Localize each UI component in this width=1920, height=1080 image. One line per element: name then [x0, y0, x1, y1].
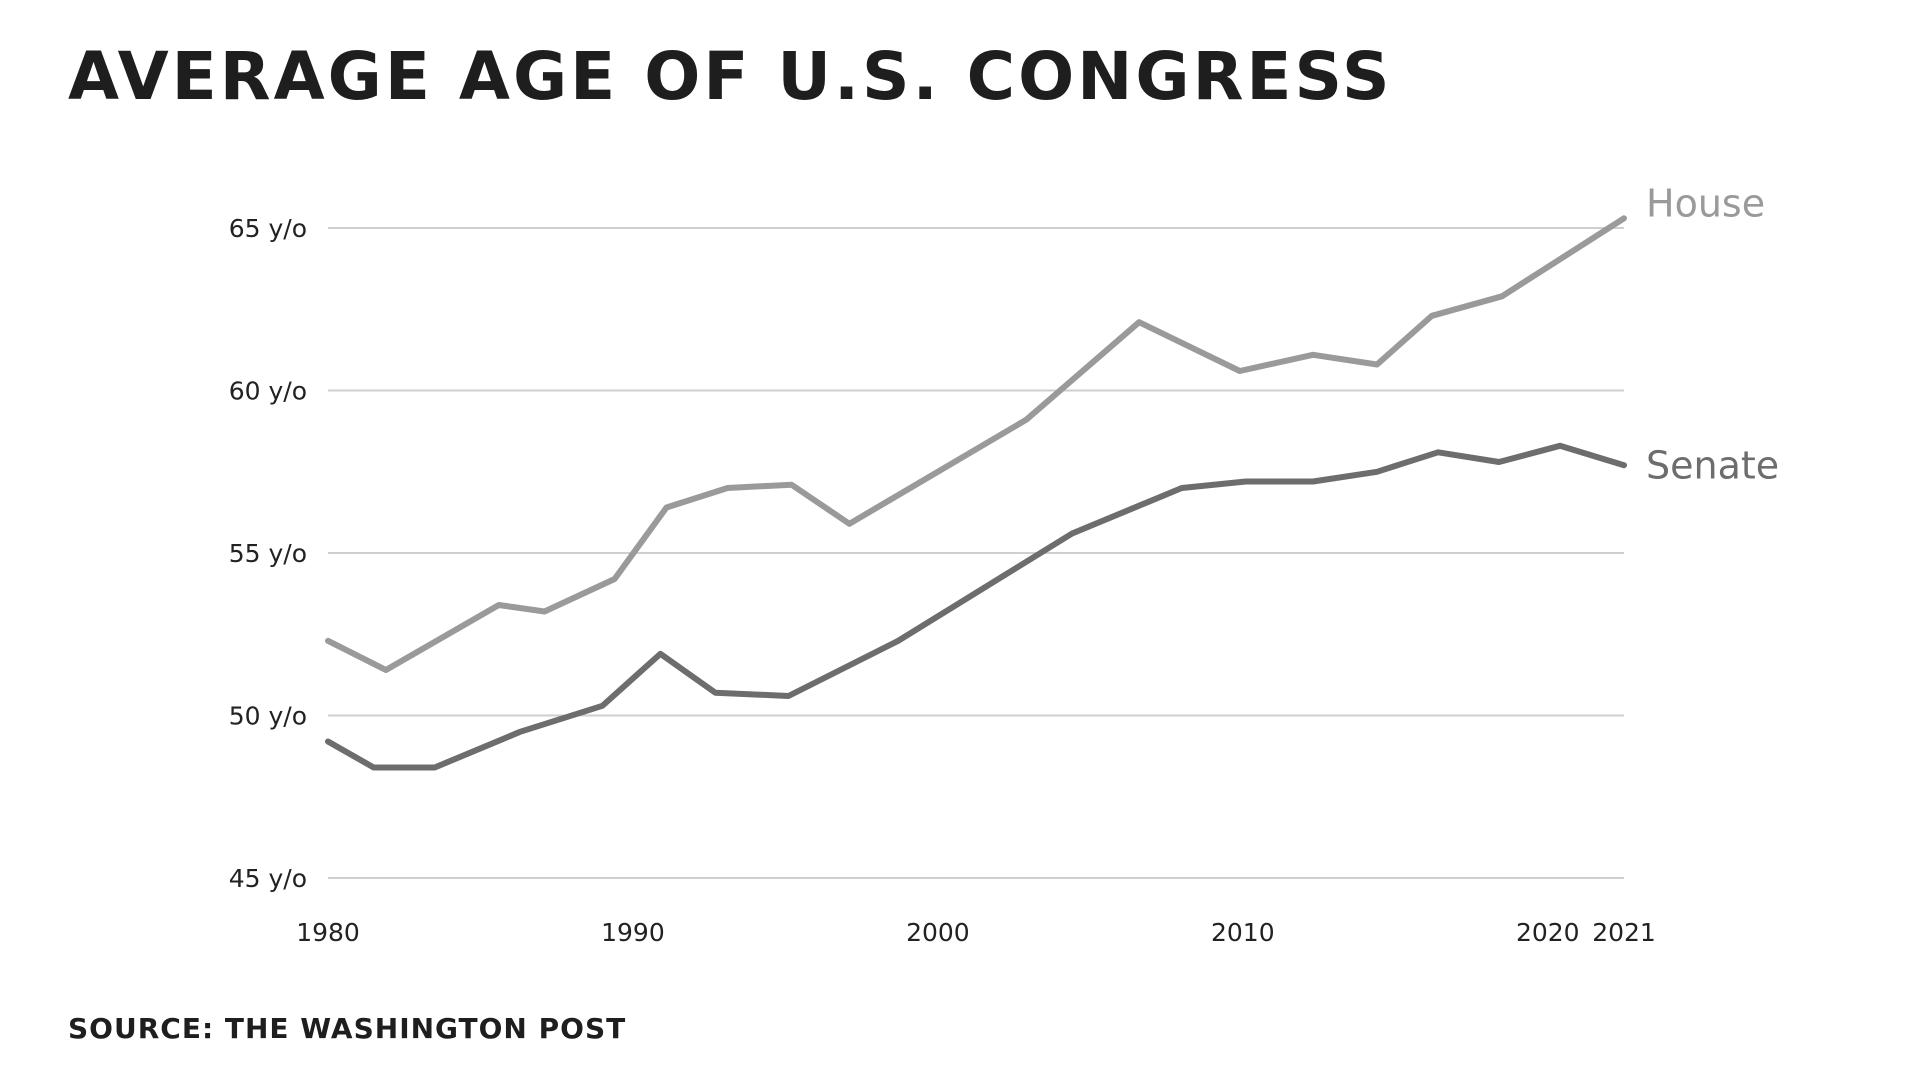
y-tick-label: 50 y/o	[229, 702, 307, 731]
x-tick-label: 2020	[1516, 918, 1580, 947]
series-line-house	[325, 215, 1627, 673]
chart-title: Average age of U.S. Congress	[68, 38, 1393, 115]
y-axis-tick-labels: 45 y/o 50 y/o 55 y/o 60 y/o 65 y/o	[229, 214, 307, 893]
x-tick-label: 2010	[1211, 918, 1275, 947]
y-tick-label: 60 y/o	[229, 377, 307, 406]
x-tick-label: 1990	[601, 918, 665, 947]
source-note: Source: The Washington Post	[68, 1012, 627, 1045]
x-tick-label: 2000	[906, 918, 970, 947]
y-tick-label: 55 y/o	[229, 539, 307, 568]
series-label-senate: Senate	[1646, 443, 1779, 487]
series-line-senate	[325, 442, 1627, 771]
x-tick-label: 2021	[1592, 918, 1656, 947]
y-tick-label: 45 y/o	[229, 864, 307, 893]
series-label-house: House	[1646, 181, 1765, 225]
x-axis-tick-labels: 1980 1990 2000 2010 2020 2021	[296, 918, 1656, 947]
x-tick-label: 1980	[296, 918, 360, 947]
series-lines	[325, 215, 1627, 771]
line-chart: 45 y/o 50 y/o 55 y/o 60 y/o 65 y/o 1980 1990 2…	[229, 181, 1779, 947]
series-labels: House Senate	[1646, 181, 1779, 487]
y-tick-label: 65 y/o	[229, 214, 307, 243]
gridlines	[328, 227, 1624, 879]
